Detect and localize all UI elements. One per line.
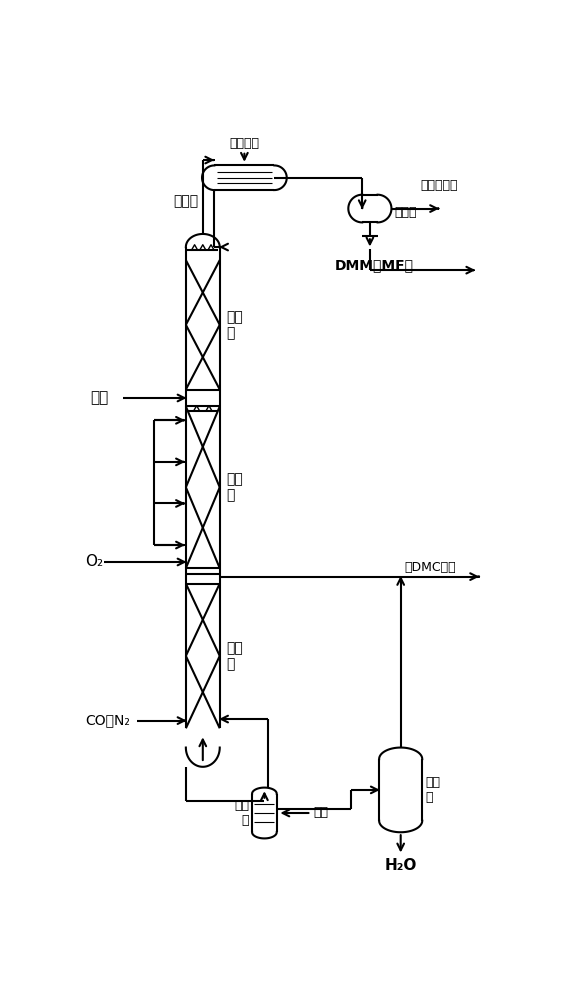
Text: DMM、MF等: DMM、MF等 xyxy=(335,258,414,272)
Text: O₂: O₂ xyxy=(85,554,103,569)
Text: CO、N₂: CO、N₂ xyxy=(85,714,130,728)
Text: 蔯汽: 蔯汽 xyxy=(314,806,329,820)
Text: 反应
段: 反应 段 xyxy=(226,472,242,502)
Text: 粗DMC产品: 粗DMC产品 xyxy=(404,561,456,574)
Text: 闪蔻
罐: 闪蔻 罐 xyxy=(425,776,440,804)
Text: 冷却介质: 冷却介质 xyxy=(229,137,259,150)
Text: 不凝性气体: 不凝性气体 xyxy=(420,179,457,192)
Text: 缓冲罐: 缓冲罐 xyxy=(395,206,417,219)
Text: 甲醇: 甲醇 xyxy=(90,390,109,405)
Text: 再沸
器: 再沸 器 xyxy=(234,799,249,827)
Text: 提馏
段: 提馏 段 xyxy=(226,641,242,671)
Text: 精馏
段: 精馏 段 xyxy=(226,310,242,340)
Text: 冷凝器: 冷凝器 xyxy=(173,195,198,209)
Text: H₂O: H₂O xyxy=(385,858,417,873)
